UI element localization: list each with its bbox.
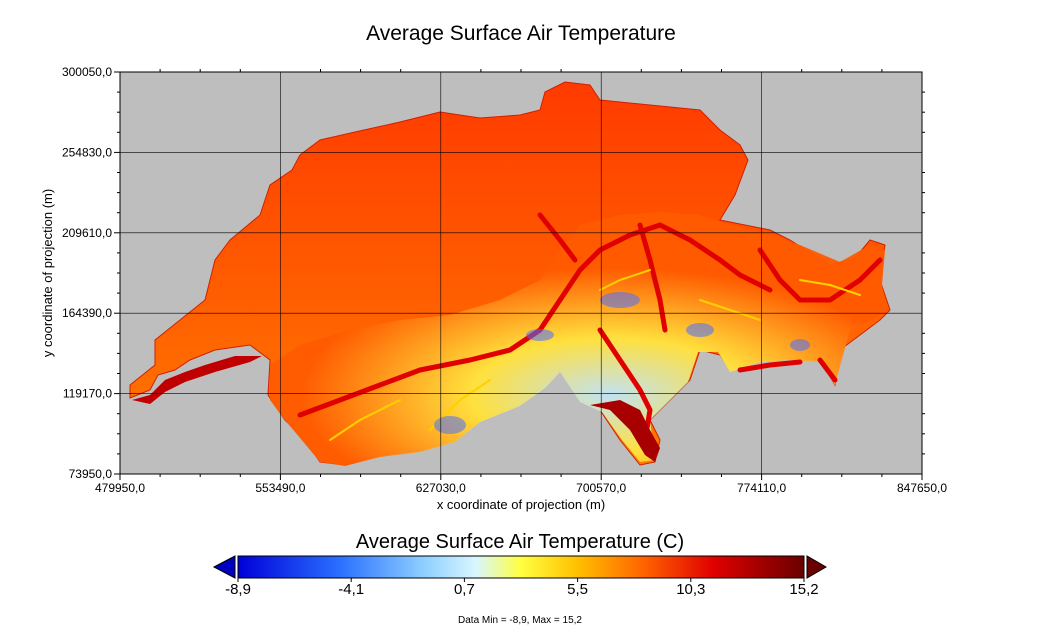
y-tick-label: 164390,0 xyxy=(62,306,112,320)
grid-lines xyxy=(120,72,922,474)
x-tick-labels: 479950,0 553490,0 627030,0 700570,0 774110,0… xyxy=(95,481,947,495)
y-tick-label: 73950,0 xyxy=(69,467,113,481)
x-tick-label: 627030,0 xyxy=(416,481,466,495)
y-tick-label: 254830,0 xyxy=(62,145,112,159)
alps-region xyxy=(270,212,888,466)
x-axis-label: x coordinate of projection (m) xyxy=(437,497,605,512)
y-tick-label: 209610,0 xyxy=(62,226,112,240)
x-tick-label: 847650,0 xyxy=(897,481,947,495)
y-axis-label: y coordinate of projection (m) xyxy=(40,189,55,357)
x-tick-label: 553490,0 xyxy=(255,481,305,495)
axis-ticks xyxy=(114,69,925,480)
colorbar-tick-label: 15,2 xyxy=(789,581,819,598)
y-tick-label: 119170,0 xyxy=(63,387,112,401)
lake-geneva xyxy=(132,356,262,404)
colorbar-title: Average Surface Air Temperature (C) xyxy=(355,531,685,553)
ticino-south xyxy=(590,400,660,462)
x-tick-label: 479950,0 xyxy=(95,481,145,495)
colorbar-tick-label: -8,9 xyxy=(225,581,251,598)
x-tick-label: 774110,0 xyxy=(737,481,786,495)
colorbar-tick-label: 10,3 xyxy=(676,581,706,598)
colorbar-tick-label: 5,5 xyxy=(567,581,589,598)
y-tick-labels: 300050,0 254830,0 209610,0 164390,0 119170,0… xyxy=(62,65,112,481)
y-tick-label: 300050,0 xyxy=(62,65,112,79)
data-min-max: Data Min = -8,9, Max = 15,2 xyxy=(458,615,582,626)
colorbar-tick-label: -4,1 xyxy=(338,581,365,598)
colorbar-tick-label: 0,7 xyxy=(453,581,475,598)
x-tick-label: 700570,0 xyxy=(576,481,626,495)
colorbar xyxy=(212,555,827,582)
colorbar-min-arrow xyxy=(212,555,236,579)
colorbar-max-arrow xyxy=(806,555,827,579)
temperature-raster xyxy=(129,81,891,466)
map-title: Average Surface Air Temperature xyxy=(366,22,676,45)
cold-peaks xyxy=(434,292,810,434)
colorbar-gradient xyxy=(237,555,805,579)
